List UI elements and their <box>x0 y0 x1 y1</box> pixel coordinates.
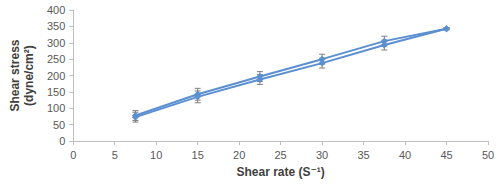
svg-text:15: 15 <box>192 149 204 161</box>
svg-text:25: 25 <box>275 149 287 161</box>
svg-text:150: 150 <box>47 86 65 98</box>
svg-text:350: 350 <box>47 20 65 32</box>
svg-text:10: 10 <box>150 149 162 161</box>
svg-text:0: 0 <box>59 135 65 147</box>
svg-text:200: 200 <box>47 70 65 82</box>
svg-text:50: 50 <box>53 119 65 131</box>
svg-text:30: 30 <box>316 149 328 161</box>
svg-text:50: 50 <box>482 149 494 161</box>
svg-text:250: 250 <box>47 53 65 65</box>
svg-text:5: 5 <box>112 149 118 161</box>
svg-text:40: 40 <box>399 149 411 161</box>
svg-text:300: 300 <box>47 37 65 49</box>
svg-text:400: 400 <box>47 4 65 16</box>
svg-text:45: 45 <box>440 149 452 161</box>
svg-text:Shear rate (S⁻¹): Shear rate (S⁻¹) <box>236 165 324 179</box>
svg-text:20: 20 <box>233 149 245 161</box>
svg-text:Shear stress: Shear stress <box>8 39 22 111</box>
svg-text:0: 0 <box>70 149 76 161</box>
svg-text:100: 100 <box>47 102 65 114</box>
svg-text:(dyne/cm²): (dyne/cm²) <box>22 45 36 106</box>
svg-text:35: 35 <box>357 149 369 161</box>
